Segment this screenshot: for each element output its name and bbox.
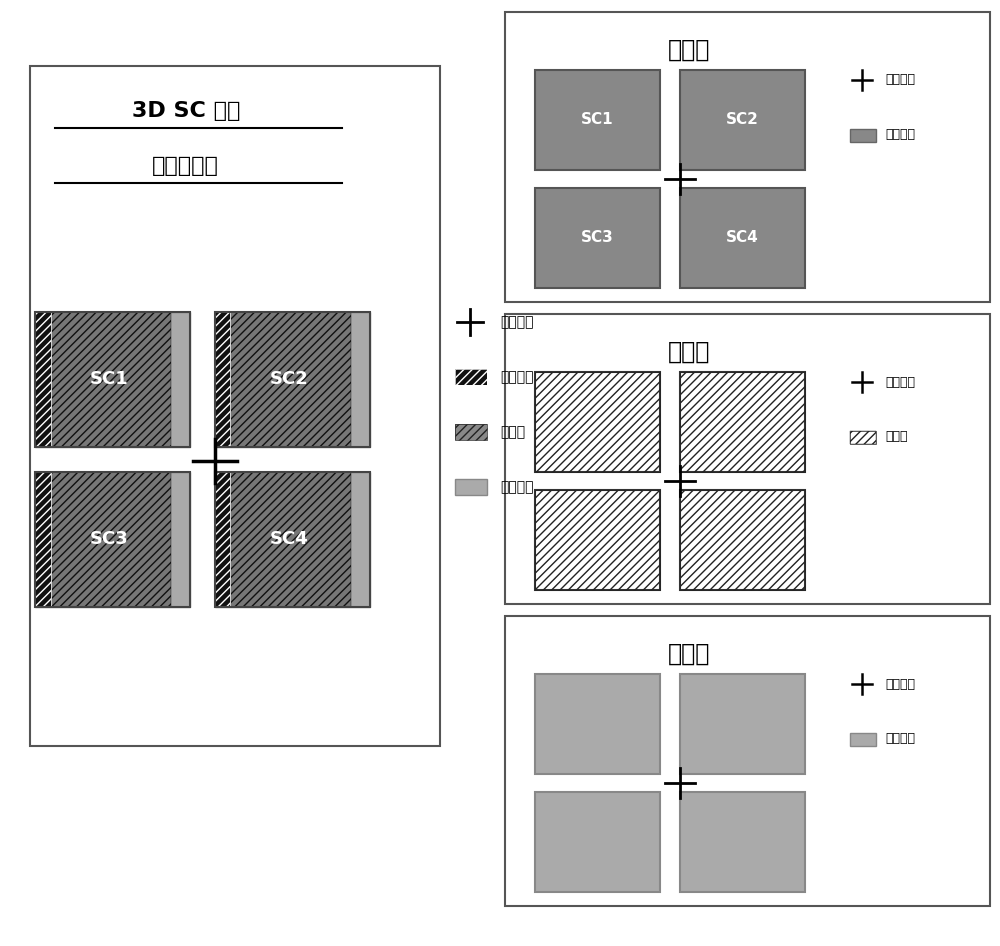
Bar: [215, 472, 370, 606]
Bar: [230, 472, 351, 606]
Bar: [680, 372, 805, 472]
Text: 对准标记: 对准标记: [885, 376, 915, 389]
Bar: [850, 733, 876, 746]
Text: SC3: SC3: [581, 231, 614, 246]
Text: 介质层: 介质层: [500, 425, 525, 439]
Bar: [30, 66, 440, 746]
Text: 对准标记: 对准标记: [885, 677, 915, 691]
Bar: [535, 792, 660, 892]
Bar: [35, 312, 190, 447]
Bar: [455, 424, 487, 440]
Bar: [680, 490, 805, 590]
Text: 对准标记: 对准标记: [885, 74, 915, 86]
Text: 左侧金属: 左侧金属: [885, 129, 915, 142]
Bar: [215, 472, 230, 606]
Bar: [35, 312, 50, 447]
Bar: [455, 369, 487, 385]
Text: SC2: SC2: [726, 113, 759, 128]
Text: 第三层: 第三层: [668, 642, 710, 666]
Bar: [215, 312, 230, 447]
Bar: [215, 312, 370, 447]
Bar: [230, 312, 351, 447]
Bar: [680, 188, 805, 288]
Text: SC4: SC4: [726, 231, 759, 246]
Bar: [35, 472, 50, 606]
Bar: [50, 312, 171, 447]
Bar: [455, 369, 487, 385]
Text: 3D SC 版图: 3D SC 版图: [132, 101, 240, 121]
Bar: [535, 188, 660, 288]
Bar: [680, 490, 805, 590]
Bar: [535, 372, 660, 472]
Bar: [50, 472, 171, 606]
Text: 右侧金属: 右侧金属: [885, 732, 915, 745]
Text: 第一层: 第一层: [668, 38, 710, 62]
Bar: [850, 431, 876, 444]
Text: 介质层: 介质层: [885, 430, 907, 444]
Text: SC4: SC4: [270, 531, 309, 549]
Bar: [680, 674, 805, 774]
Bar: [850, 129, 876, 142]
Bar: [230, 472, 351, 606]
Bar: [850, 431, 876, 444]
Bar: [535, 490, 660, 590]
Bar: [50, 312, 171, 447]
Bar: [215, 472, 230, 606]
Bar: [505, 616, 990, 906]
Bar: [505, 314, 990, 604]
Bar: [215, 312, 230, 447]
Bar: [35, 472, 190, 606]
Bar: [535, 70, 660, 170]
Text: 第二层: 第二层: [668, 340, 710, 364]
Bar: [680, 70, 805, 170]
Text: SC1: SC1: [90, 370, 129, 388]
Bar: [535, 674, 660, 774]
Bar: [455, 424, 487, 440]
Bar: [35, 472, 50, 606]
Bar: [680, 372, 805, 472]
Bar: [215, 312, 370, 447]
Text: 右侧金属: 右侧金属: [500, 480, 534, 494]
Bar: [215, 472, 370, 606]
Bar: [35, 472, 190, 606]
Bar: [230, 312, 351, 447]
Bar: [505, 12, 990, 302]
Text: 左侧金属: 左侧金属: [500, 370, 534, 384]
Text: SC3: SC3: [90, 531, 129, 549]
Text: SC2: SC2: [270, 370, 309, 388]
Bar: [50, 472, 171, 606]
Bar: [680, 792, 805, 892]
Bar: [455, 479, 487, 495]
Bar: [535, 490, 660, 590]
Text: 三层合起来: 三层合起来: [152, 156, 219, 176]
Text: SC1: SC1: [581, 113, 614, 128]
Bar: [35, 312, 50, 447]
Bar: [535, 372, 660, 472]
Text: 对准标记: 对准标记: [500, 315, 534, 329]
Bar: [35, 312, 190, 447]
